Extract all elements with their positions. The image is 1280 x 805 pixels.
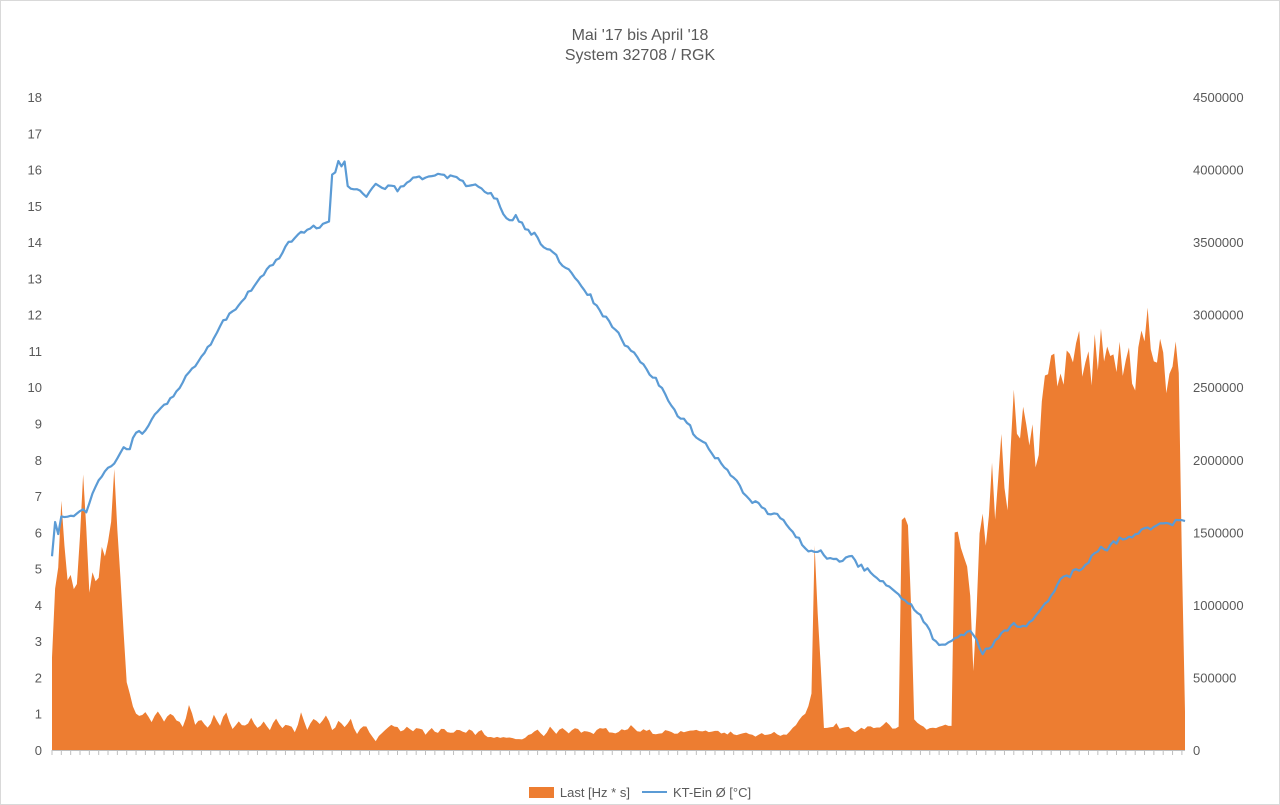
y-left-tick-label: 4 [35,598,42,613]
y-left-tick-label: 3 [35,634,42,649]
y-left-tick-label: 8 [35,453,42,468]
y-left-tick-label: 1 [35,707,42,722]
y-right-tick-label: 3000000 [1193,308,1244,323]
y-right-tick-label: 1000000 [1193,598,1244,613]
y-right-tick-label: 500000 [1193,670,1236,685]
series-area-last [52,307,1185,750]
y-left-tick-label: 7 [35,489,42,504]
y-right-tick-label: 4500000 [1193,90,1244,105]
y-left-tick-label: 13 [28,271,42,286]
y-left-tick-label: 10 [28,380,42,395]
y-left-tick-label: 5 [35,562,42,577]
y-left-tick-label: 16 [28,163,42,178]
legend-label-kt-ein: KT-Ein Ø [°C] [672,784,752,800]
y-left-tick-label: 0 [35,743,42,758]
y-left-tick-label: 17 [28,126,42,141]
chart-title-line2: System 32708 / RGK [564,47,716,64]
chart-legend: Last [Hz * s] KT-Ein Ø [°C] [0,783,1280,801]
y-left-tick-label: 18 [28,90,42,105]
legend-swatch-line [641,791,667,793]
y-left-tick-label: 15 [28,199,42,214]
legend-item-kt-ein: KT-Ein Ø [°C] [641,784,752,800]
y-right-tick-label: 2500000 [1193,380,1244,395]
y-left-tick-label: 12 [28,308,42,323]
y-right-tick-label: 3500000 [1193,235,1244,250]
legend-label-last: Last [Hz * s] [559,784,630,800]
y-left-tick-label: 14 [28,235,42,250]
y-left-tick-label: 6 [35,525,42,540]
y-left-tick-label: 2 [35,670,42,685]
y-left-tick-label: 9 [35,417,42,432]
y-right-tick-label: 4000000 [1193,163,1244,178]
legend-item-last: Last [Hz * s] [528,784,630,800]
series-line-kt-ein [50,159,1186,656]
y-right-tick-label: 0 [1193,743,1200,758]
y-right-tick-label: 2000000 [1193,453,1244,468]
legend-swatch-area [528,786,554,798]
y-right-tick-label: 1500000 [1193,525,1244,540]
chart-title-line1: Mai '17 bis April '18 [571,27,709,44]
y-left-tick-label: 11 [29,344,43,359]
